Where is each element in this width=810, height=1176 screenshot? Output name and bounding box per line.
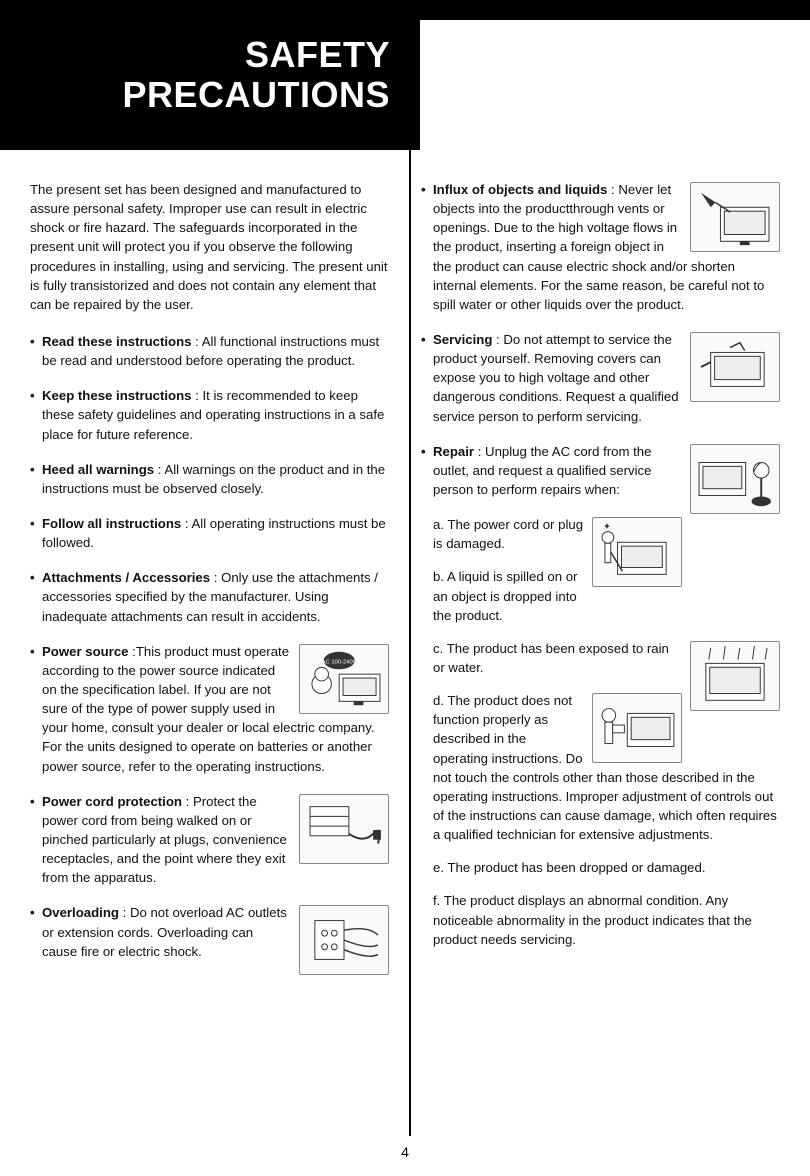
sub-body: A liquid is spilled on or an object is d… — [433, 569, 577, 622]
page-number: 4 — [0, 1144, 810, 1160]
title-line2: PRECAUTIONS — [122, 74, 390, 115]
item-title: Power cord protection — [42, 794, 182, 809]
title-line1: SAFETY — [245, 34, 390, 75]
item-sep: : — [182, 794, 193, 809]
item-repair: Repair : Unplug the AC cord from the out… — [421, 442, 780, 499]
item-title: Repair — [433, 444, 474, 459]
repair-sub-d: d. The product does not function properl… — [421, 691, 780, 844]
item-keep-instructions: Keep these instructions : It is recommen… — [30, 386, 389, 443]
overload-icon — [299, 905, 389, 975]
item-title: Influx of objects and liquids — [433, 182, 607, 197]
item-influx: Influx of objects and liquids : Never le… — [421, 180, 780, 314]
item-sep: : — [192, 388, 203, 403]
item-sep: : — [192, 334, 202, 349]
item-sep: : — [607, 182, 618, 197]
sub-body: The product has been exposed to rain or … — [433, 641, 669, 675]
svg-text:✦: ✦ — [603, 522, 611, 533]
svg-text:AC 100-240V: AC 100-240V — [322, 659, 357, 665]
item-sep: : — [210, 570, 221, 585]
sub-label: c. — [433, 641, 443, 656]
sub-label: a. — [433, 517, 444, 532]
page-title: SAFETY PRECAUTIONS — [122, 35, 390, 114]
right-column: Influx of objects and liquids : Never le… — [421, 180, 780, 1116]
repair-sub-e: e. The product has been dropped or damag… — [421, 858, 780, 877]
sub-a-icon: ✦ — [592, 517, 682, 587]
item-title: Power source — [42, 644, 129, 659]
intro-text: The present set has been designed and ma… — [30, 180, 389, 314]
item-servicing: Servicing : Do not attempt to service th… — [421, 330, 780, 426]
power-source-icon: AC 100-240V — [299, 644, 389, 714]
item-title: Read these instructions — [42, 334, 192, 349]
item-title: Keep these instructions — [42, 388, 192, 403]
item-sep: : — [154, 462, 164, 477]
sub-label: d. — [433, 693, 444, 708]
repair-sub-f: f. The product displays an abnormal cond… — [421, 891, 780, 948]
item-power-cord: Power cord protection : Protect the powe… — [30, 792, 389, 888]
repair-sub-a: ✦ a. The power cord or plug is damaged. — [421, 515, 780, 553]
item-sep: : — [129, 644, 136, 659]
header-box: SAFETY PRECAUTIONS — [0, 0, 420, 150]
item-sep: : — [119, 905, 130, 920]
item-title: Overloading — [42, 905, 119, 920]
item-read-instructions: Read these instructions : All functional… — [30, 332, 389, 370]
influx-icon — [690, 182, 780, 252]
item-sep: : — [474, 444, 485, 459]
item-sep: : — [181, 516, 191, 531]
item-title: Attachments / Accessories — [42, 570, 210, 585]
item-overloading: Overloading : Do not overload AC outlets… — [30, 903, 389, 960]
left-column: The present set has been designed and ma… — [30, 180, 389, 1116]
item-heed-warnings: Heed all warnings : All warnings on the … — [30, 460, 389, 498]
cord-icon — [299, 794, 389, 864]
sub-d-icon — [592, 693, 682, 763]
item-sep: : — [492, 332, 503, 347]
page: SAFETY PRECAUTIONS The present set has b… — [0, 0, 810, 1176]
repair-sub-c: c. The product has been exposed to rain … — [421, 639, 780, 677]
repair-icon — [690, 444, 780, 514]
servicing-icon — [690, 332, 780, 402]
item-power-source: AC 100-240V Power source :This product m… — [30, 642, 389, 776]
item-attachments: Attachments / Accessories : Only use the… — [30, 568, 389, 625]
item-follow-instructions: Follow all instructions : All operating … — [30, 514, 389, 552]
sub-c-icon — [690, 641, 780, 711]
sub-body: The product displays an abnormal conditi… — [433, 893, 752, 946]
item-title: Heed all warnings — [42, 462, 154, 477]
item-title: Follow all instructions — [42, 516, 181, 531]
content-columns: The present set has been designed and ma… — [30, 180, 780, 1116]
item-title: Servicing — [433, 332, 492, 347]
sub-body: The power cord or plug is damaged. — [433, 517, 583, 551]
sub-label: f. — [433, 893, 440, 908]
sub-label: e. — [433, 860, 444, 875]
sub-body: The product has been dropped or damaged. — [447, 860, 705, 875]
sub-label: b. — [433, 569, 444, 584]
